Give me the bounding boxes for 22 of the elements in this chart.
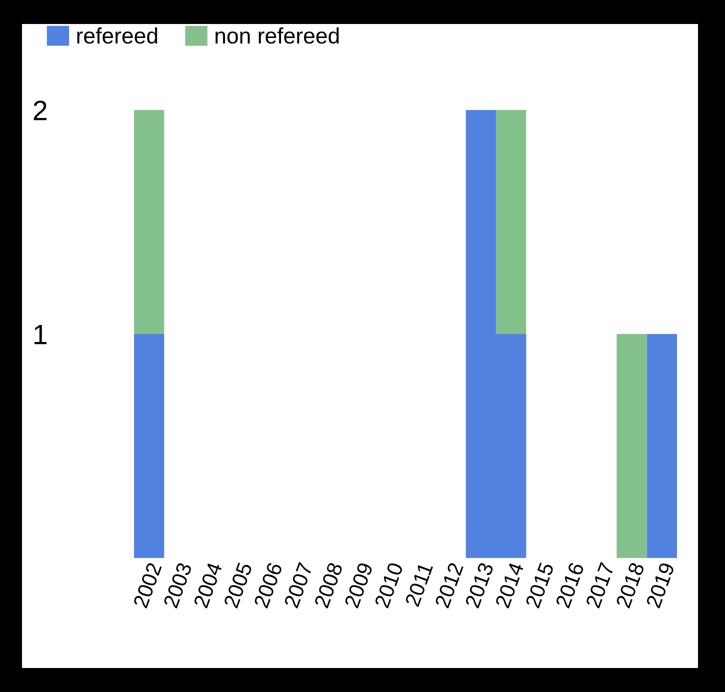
x-tick-label: 2006 xyxy=(254,562,283,609)
x-tick-label: 2009 xyxy=(344,562,374,609)
legend-label: non refereed xyxy=(216,27,339,44)
x-tick-label: 2008 xyxy=(314,562,343,609)
x-tick-label: 2018 xyxy=(616,562,645,609)
x-tick-label: 2015 xyxy=(525,562,554,609)
x-tick-label: 2013 xyxy=(464,562,494,609)
x-tick-label: 2016 xyxy=(555,562,584,609)
y-tick-label: 1 xyxy=(34,324,47,344)
x-tick-label: 2003 xyxy=(163,562,192,609)
x-tick-label: 2004 xyxy=(193,562,222,609)
y-tick-label: 2 xyxy=(34,100,46,120)
x-tick-label: 2005 xyxy=(223,562,252,609)
x-tick-label: 2017 xyxy=(585,562,614,609)
x-tick-label: 2010 xyxy=(374,562,404,609)
x-tick-label: 2019 xyxy=(646,562,675,609)
x-tick-label: 2012 xyxy=(434,562,464,609)
legend-label: refereed xyxy=(77,27,158,44)
x-tick-label: 2014 xyxy=(494,562,524,609)
x-tick-label: 2011 xyxy=(404,562,434,608)
x-tick-label: 2002 xyxy=(132,562,162,609)
x-tick-label: 2007 xyxy=(284,562,313,609)
